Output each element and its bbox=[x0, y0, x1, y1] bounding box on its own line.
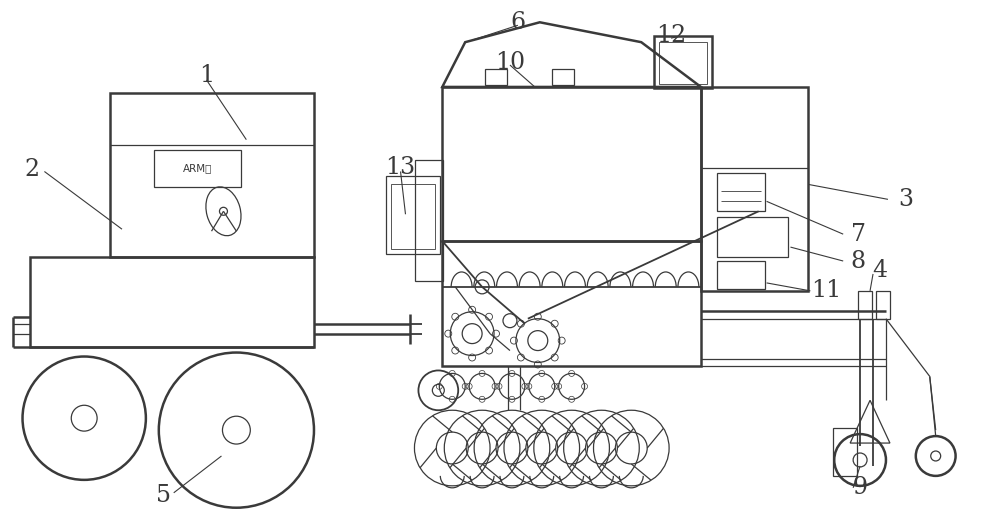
Text: 10: 10 bbox=[495, 51, 525, 74]
Text: 4: 4 bbox=[872, 259, 888, 282]
Text: 8: 8 bbox=[851, 250, 866, 272]
Bar bbox=[833, 428, 857, 476]
Text: 11: 11 bbox=[811, 279, 841, 303]
Text: ARM机: ARM机 bbox=[183, 163, 212, 174]
Text: 2: 2 bbox=[25, 158, 40, 181]
Bar bbox=[386, 177, 440, 254]
Text: 6: 6 bbox=[510, 11, 525, 34]
Bar bbox=[717, 261, 765, 289]
Text: 5: 5 bbox=[156, 484, 171, 507]
Text: 9: 9 bbox=[853, 476, 868, 499]
Bar bbox=[717, 217, 788, 257]
Text: 12: 12 bbox=[656, 24, 686, 47]
Bar bbox=[391, 185, 435, 249]
Bar bbox=[442, 241, 701, 367]
Text: 7: 7 bbox=[851, 223, 866, 245]
Bar bbox=[110, 93, 314, 257]
Bar bbox=[415, 160, 443, 281]
Bar bbox=[876, 291, 890, 318]
Bar bbox=[717, 174, 765, 211]
Text: 1: 1 bbox=[199, 63, 214, 87]
Bar bbox=[701, 87, 808, 291]
Bar bbox=[485, 69, 507, 85]
Text: 13: 13 bbox=[385, 156, 416, 179]
Text: 3: 3 bbox=[898, 188, 913, 211]
Bar bbox=[154, 150, 241, 187]
Bar bbox=[858, 291, 872, 318]
Bar bbox=[30, 257, 314, 346]
Bar bbox=[654, 36, 712, 88]
Bar bbox=[442, 87, 701, 241]
Bar bbox=[659, 42, 707, 84]
Bar bbox=[552, 69, 574, 85]
